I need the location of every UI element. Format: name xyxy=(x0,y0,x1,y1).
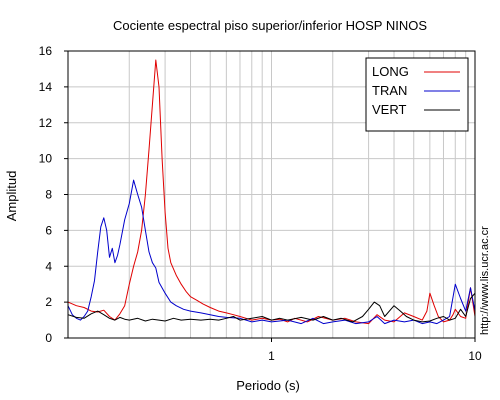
y-tick-label: 10 xyxy=(39,152,53,166)
y-tick-label: 12 xyxy=(39,116,53,130)
legend-box xyxy=(365,57,469,132)
y-tick-label: 16 xyxy=(39,44,53,58)
axis-ticks: 0 2 4 6 8 10 12 14 16 1 10 xyxy=(39,44,482,363)
side-url-text: http://www.lis.ucr.ac.cr xyxy=(479,226,491,335)
series-line-long xyxy=(67,59,476,325)
series-lines xyxy=(67,59,476,325)
chart-title: Cociente espectral piso superior/inferio… xyxy=(113,18,427,33)
y-tick-label: 2 xyxy=(45,295,52,309)
x-axis-label: Periodo (s) xyxy=(236,378,300,393)
legend-label: TRAN xyxy=(372,83,407,98)
y-tick-label: 0 xyxy=(45,331,52,345)
y-axis-label: Amplitud xyxy=(4,171,19,222)
y-tick-label: 8 xyxy=(45,188,52,202)
legend: LONG TRAN VERT xyxy=(365,57,469,132)
y-tick-label: 4 xyxy=(45,259,52,273)
y-tick-label: 14 xyxy=(39,80,53,94)
legend-label: LONG xyxy=(372,64,409,79)
series-line-tran xyxy=(67,179,476,325)
legend-label: VERT xyxy=(372,102,406,117)
x-tick-label: 10 xyxy=(468,349,482,363)
y-tick-label: 6 xyxy=(45,223,52,237)
x-tick-label: 1 xyxy=(268,349,275,363)
series-line-vert xyxy=(67,292,476,323)
plot-frame xyxy=(67,50,476,339)
